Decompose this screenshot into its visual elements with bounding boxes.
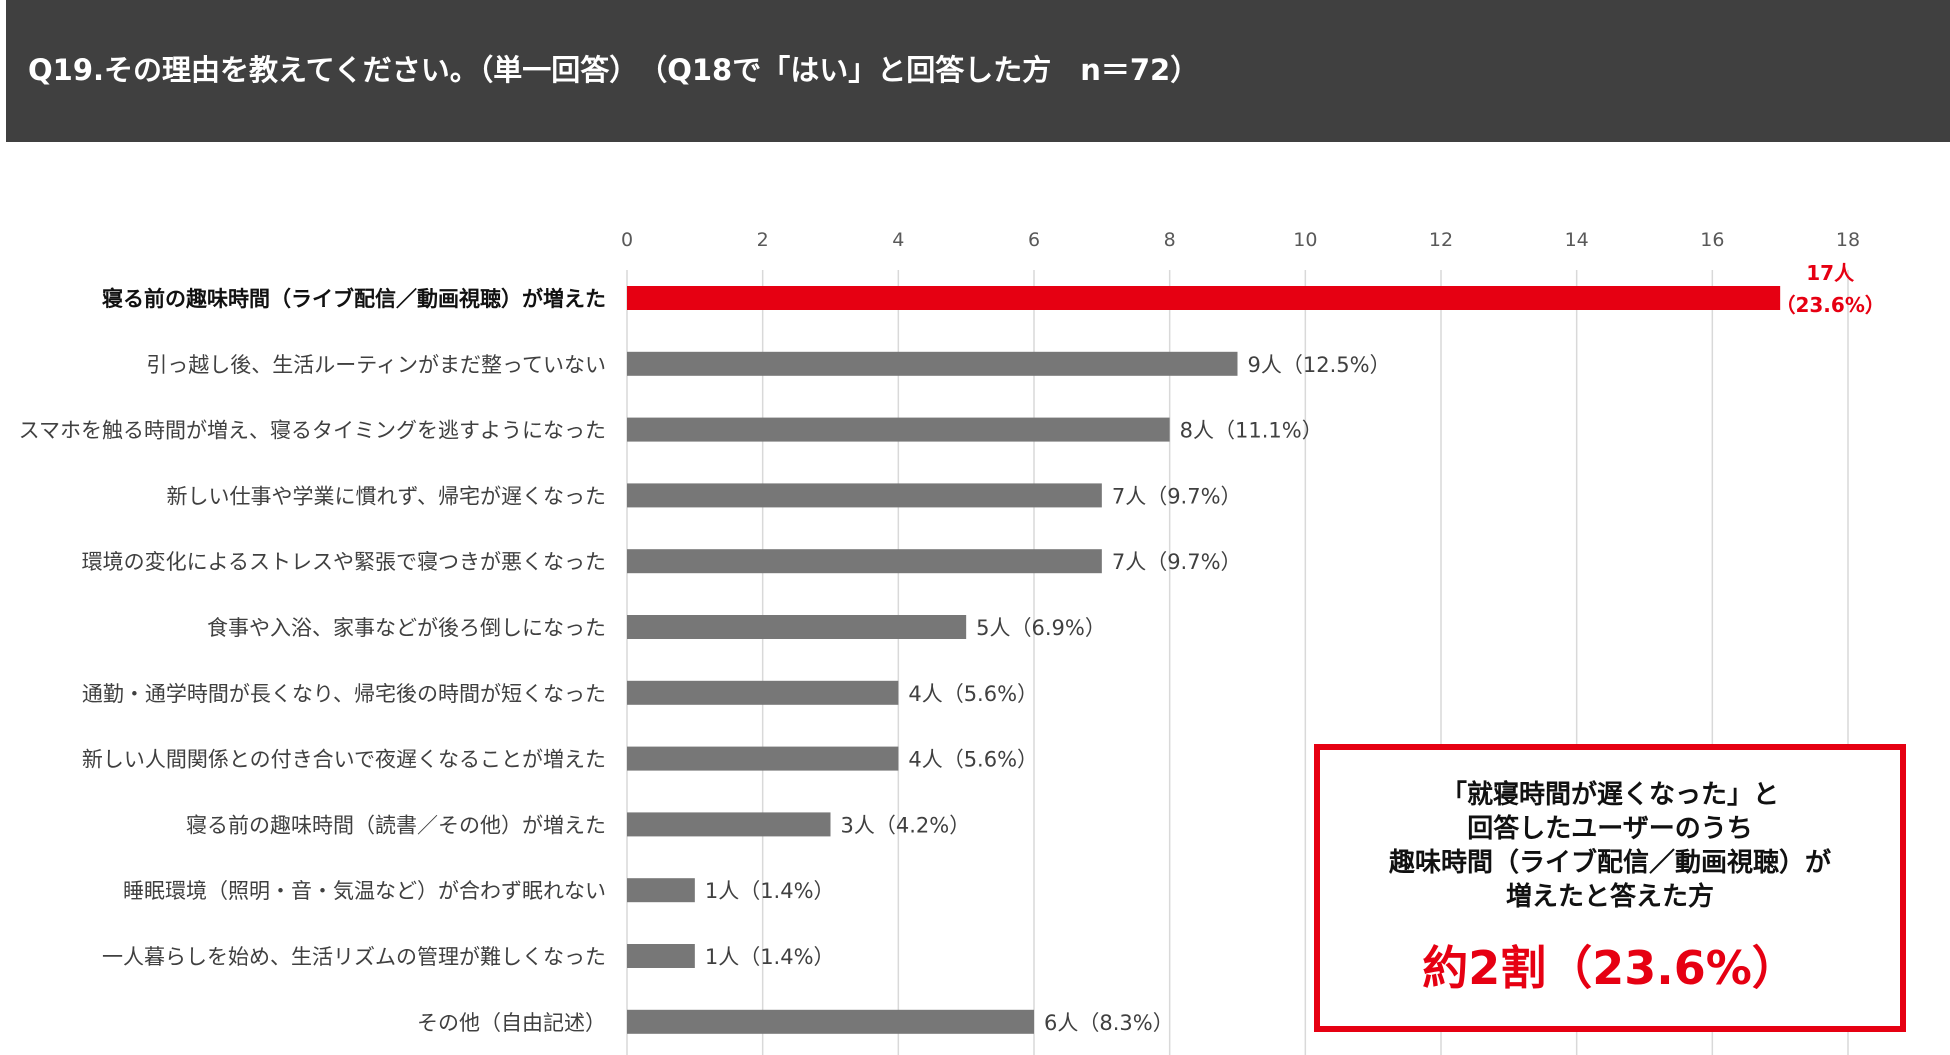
category-label: 新しい人間関係との付き合いで夜遅くなることが増えた <box>82 748 606 772</box>
x-tick-label: 10 <box>1293 229 1317 251</box>
data-label: 1人（1.4%） <box>705 945 835 969</box>
category-label: 環境の変化によるストレスや緊張で寝つきが悪くなった <box>82 550 606 574</box>
bar <box>627 680 899 705</box>
bar <box>627 483 1102 508</box>
category-label: 通勤・通学時間が長くなり、帰宅後の時間が短くなった <box>82 682 606 706</box>
bar <box>627 417 1170 442</box>
category-label: 寝る前の趣味時間（ライブ配信／動画視聴）が増えた <box>102 287 606 311</box>
data-label: 17人 <box>1806 261 1855 285</box>
bar <box>627 351 1238 376</box>
data-label: 9人（12.5%） <box>1248 353 1391 377</box>
category-label: その他（自由記述） <box>417 1011 606 1035</box>
callout-box: 「就寝時間が遅くなった」と 回答したユーザーのうち 趣味時間（ライブ配信／動画視… <box>1314 744 1906 1032</box>
x-tick-label: 0 <box>621 229 633 251</box>
category-label: 寝る前の趣味時間（読書／その他）が増えた <box>186 813 606 837</box>
bar <box>627 1009 1034 1034</box>
category-label: 新しい仕事や学業に慣れず、帰宅が遅くなった <box>166 484 606 508</box>
x-tick-label: 2 <box>757 229 769 251</box>
data-label: （23.6%） <box>1775 293 1884 317</box>
category-label: 食事や入浴、家事などが後ろ倒しになった <box>207 616 606 640</box>
x-tick-label: 6 <box>1028 229 1040 251</box>
data-label: 7人（9.7%） <box>1112 550 1242 574</box>
category-label: スマホを触る時間が増え、寝るタイミングを逃すようになった <box>19 419 606 443</box>
bar <box>627 944 695 968</box>
data-label: 6人（8.3%） <box>1044 1011 1174 1035</box>
bar <box>627 878 695 903</box>
callout-line: 「就寝時間が遅くなった」と <box>1440 780 1779 810</box>
bar <box>627 286 1781 310</box>
x-tick-label: 8 <box>1164 229 1176 251</box>
page-title: Q19.その理由を教えてください。（単一回答） （Q18で「はい」と回答した方 … <box>28 53 1200 87</box>
bar <box>627 615 967 639</box>
x-tick-label: 18 <box>1836 229 1860 251</box>
bar <box>627 746 899 771</box>
category-label: 引っ越し後、生活ルーティンがまだ整っていない <box>146 353 606 377</box>
data-label: 3人（4.2%） <box>841 813 971 837</box>
data-label: 1人（1.4%） <box>705 879 835 903</box>
x-tick-label: 4 <box>892 229 904 251</box>
callout-highlight-value: 約2割（23.6%） <box>1422 941 1798 995</box>
category-label: 睡眠環境（照明・音・気温など）が合わず眠れない <box>123 879 606 903</box>
data-label: 4人（5.6%） <box>908 682 1038 706</box>
bar <box>627 812 831 837</box>
callout-line: 趣味時間（ライブ配信／動画視聴）が <box>1388 848 1831 878</box>
data-label: 4人（5.6%） <box>908 748 1038 772</box>
header-bar: Q19.その理由を教えてください。（単一回答） （Q18で「はい」と回答した方 … <box>6 0 1950 142</box>
callout-line: 増えたと答えた方 <box>1505 882 1714 912</box>
x-tick-label: 14 <box>1565 229 1589 251</box>
data-label: 8人（11.1%） <box>1180 419 1323 443</box>
x-tick-label: 12 <box>1429 229 1453 251</box>
x-tick-label: 16 <box>1700 229 1724 251</box>
callout-line: 回答したユーザーのうち <box>1467 814 1753 844</box>
data-label: 5人（6.9%） <box>976 616 1106 640</box>
data-label: 7人（9.7%） <box>1112 484 1242 508</box>
bar <box>627 549 1102 574</box>
category-label: 一人暮らしを始め、生活リズムの管理が難しくなった <box>102 945 606 969</box>
